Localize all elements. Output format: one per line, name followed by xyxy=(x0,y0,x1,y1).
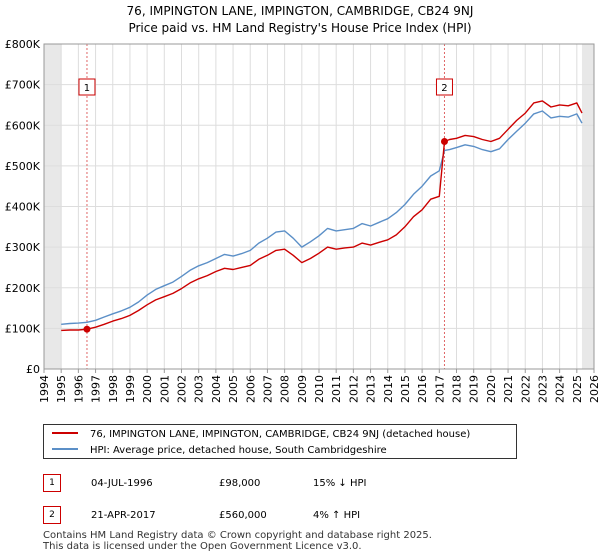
transaction-date: 04-JUL-1996 xyxy=(91,478,153,489)
legend-label-property: 76, IMPINGTON LANE, IMPINGTON, CAMBRIDGE… xyxy=(90,429,471,440)
transaction-number-badge: 2 xyxy=(43,506,61,524)
x-tick-label: 2001 xyxy=(158,375,171,403)
legend-item-property: 76, IMPINGTON LANE, IMPINGTON, CAMBRIDGE… xyxy=(52,428,470,442)
footer-copyright: Contains HM Land Registry data © Crown c… xyxy=(43,530,432,541)
y-tick-label: £700K xyxy=(5,79,41,92)
x-tick-label: 2022 xyxy=(519,375,532,403)
x-tick-label: 2024 xyxy=(554,375,567,403)
y-axis-ticks: £0 £100K £200K £300K £400K £500K £600K £700K £80… xyxy=(5,38,41,376)
x-tick-label: 2013 xyxy=(365,375,378,403)
x-tick-label: 2012 xyxy=(347,375,360,403)
grid-lines xyxy=(43,43,595,370)
annotation-label: 2 xyxy=(441,83,447,94)
x-tick-label: 2004 xyxy=(210,375,223,403)
x-tick-label: 2003 xyxy=(193,375,206,403)
transaction-number-badge: 1 xyxy=(43,474,61,492)
x-tick-label: 1997 xyxy=(90,375,103,403)
y-tick-label: £800K xyxy=(5,38,41,51)
transaction-price: £560,000 xyxy=(219,510,267,521)
x-tick-label: 1998 xyxy=(107,375,120,403)
x-tick-label: 1995 xyxy=(55,375,68,403)
annotation-box xyxy=(78,78,96,96)
sale-point xyxy=(83,325,91,333)
chart-title: 76, IMPINGTON LANE, IMPINGTON, CAMBRIDGE… xyxy=(126,4,474,18)
series-line-hpi xyxy=(61,110,583,325)
transaction-hpi-delta: 15% ↓ HPI xyxy=(313,478,367,489)
x-tick-label: 2010 xyxy=(313,375,326,403)
legend-swatch-blue xyxy=(52,448,78,450)
series-lines xyxy=(61,100,583,332)
y-tick-label: £300K xyxy=(5,241,41,254)
x-tick-label: 1996 xyxy=(72,375,85,403)
x-tick-label: 1999 xyxy=(124,375,137,403)
chart-title-block: 76, IMPINGTON LANE, IMPINGTON, CAMBRIDGE… xyxy=(0,3,600,37)
x-tick-label: 2018 xyxy=(451,375,464,403)
x-tick-label: 2007 xyxy=(261,375,274,403)
x-tick-label: 2016 xyxy=(416,375,429,403)
transaction-price: £98,000 xyxy=(219,478,261,489)
x-tick-label: 2015 xyxy=(399,375,412,403)
x-tick-label: 2005 xyxy=(227,375,240,403)
legend-label-hpi: HPI: Average price, detached house, Sout… xyxy=(90,445,387,456)
footer-license: This data is licensed under the Open Gov… xyxy=(43,541,362,552)
x-tick-label: 2009 xyxy=(296,375,309,403)
series-line-property xyxy=(61,100,583,332)
y-tick-label: £400K xyxy=(5,201,41,214)
legend-item-hpi: HPI: Average price, detached house, Sout… xyxy=(52,444,387,458)
x-axis-ticks: 1994 1995 1996 1997 1998 1999 2000 2001 2002 2003… xyxy=(38,369,600,403)
y-tick-label: £100K xyxy=(5,322,41,335)
x-tick-label: 2026 xyxy=(588,375,600,403)
y-tick-label: £500K xyxy=(5,160,41,173)
footer: Contains HM Land Registry data © Crown c… xyxy=(43,530,432,552)
sale-point xyxy=(440,138,448,145)
x-tick-label: 2002 xyxy=(176,375,189,403)
x-tick-label: 2008 xyxy=(279,375,292,403)
legend-swatch-red xyxy=(52,432,78,434)
transaction-hpi-delta: 4% ↑ HPI xyxy=(313,510,361,521)
transaction-date: 21-APR-2017 xyxy=(91,510,156,521)
sale-points xyxy=(83,138,448,333)
x-tick-label: 2011 xyxy=(330,375,343,403)
chart-subtitle: Price paid vs. HM Land Registry's House … xyxy=(128,21,472,35)
y-tick-label: £0 xyxy=(26,363,40,376)
x-tick-label: 2020 xyxy=(485,375,498,403)
x-tick-label: 2000 xyxy=(141,375,154,403)
x-tick-label: 2025 xyxy=(571,375,584,403)
x-tick-label: 2023 xyxy=(536,375,549,403)
x-tick-label: 2019 xyxy=(468,375,481,403)
annotation-box xyxy=(435,78,453,96)
annotation-label: 1 xyxy=(84,83,90,94)
x-tick-label: 2017 xyxy=(433,375,446,403)
legend: 76, IMPINGTON LANE, IMPINGTON, CAMBRIDGE… xyxy=(43,424,517,459)
x-tick-label: 1994 xyxy=(38,375,51,403)
x-tick-label: 2021 xyxy=(502,375,515,403)
x-tick-label: 2014 xyxy=(382,375,395,403)
y-tick-label: £600K xyxy=(5,119,41,132)
x-tick-label: 2006 xyxy=(244,375,257,403)
y-tick-label: £200K xyxy=(5,282,41,295)
